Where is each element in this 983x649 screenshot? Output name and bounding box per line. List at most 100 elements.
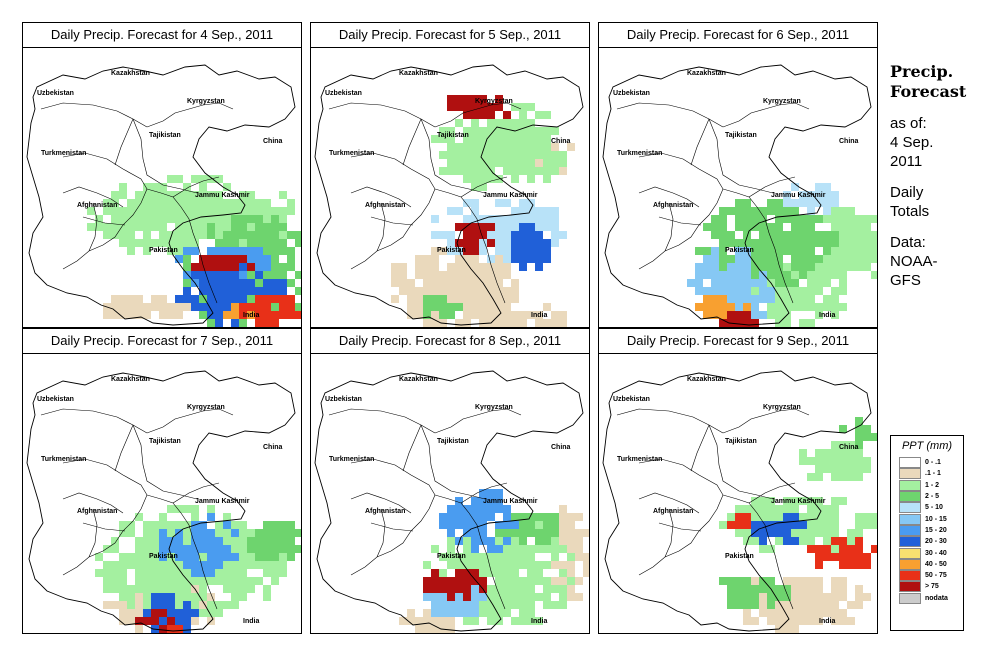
precip-cell bbox=[215, 239, 223, 247]
label-uzbekistan: Uzbekistan bbox=[325, 90, 362, 97]
province-border bbox=[664, 202, 674, 252]
precip-cell bbox=[279, 529, 287, 537]
precip-cell bbox=[775, 215, 783, 223]
precip-cell bbox=[463, 175, 471, 183]
precip-cell bbox=[775, 207, 783, 215]
province-border bbox=[192, 538, 218, 610]
precip-cell bbox=[495, 103, 503, 111]
precip-cell bbox=[231, 263, 239, 271]
province-border bbox=[638, 186, 700, 208]
legend-label: 20 - 30 bbox=[925, 538, 947, 546]
precip-cell bbox=[135, 553, 143, 561]
precip-cell bbox=[447, 609, 455, 617]
precip-cell bbox=[439, 609, 447, 617]
precip-cell bbox=[199, 609, 207, 617]
province-border bbox=[172, 176, 220, 198]
precip-cell bbox=[807, 593, 815, 601]
precip-cell bbox=[583, 553, 589, 561]
precip-cell bbox=[447, 239, 455, 247]
data-line2: NOAA- bbox=[890, 253, 938, 270]
precip-cell bbox=[823, 255, 831, 263]
precip-cell bbox=[167, 191, 175, 199]
precip-cell bbox=[143, 521, 151, 529]
precip-cell bbox=[807, 497, 815, 505]
label-kyrgyzstan: Kyrgyzstan bbox=[187, 98, 225, 105]
precip-cell bbox=[471, 593, 479, 601]
precip-cell bbox=[735, 215, 743, 223]
precip-cell bbox=[135, 239, 143, 247]
precip-cell bbox=[471, 255, 479, 263]
precip-cell bbox=[799, 295, 807, 303]
precip-cell bbox=[263, 561, 271, 569]
province-border bbox=[350, 152, 436, 190]
precip-cell bbox=[495, 215, 503, 223]
precip-cell bbox=[751, 521, 759, 529]
precip-cell bbox=[711, 231, 719, 239]
precip-cell bbox=[159, 223, 167, 231]
precip-cell bbox=[727, 239, 735, 247]
precip-cell bbox=[479, 159, 487, 167]
precip-cell bbox=[135, 303, 143, 311]
precip-cell bbox=[807, 279, 815, 287]
precip-cell bbox=[479, 183, 487, 191]
precip-cell bbox=[119, 609, 127, 617]
precip-cell bbox=[759, 609, 767, 617]
legend-item: 10 - 15 bbox=[899, 513, 963, 525]
precip-cell bbox=[455, 239, 463, 247]
precip-cell bbox=[167, 311, 175, 319]
precip-cell bbox=[255, 537, 263, 545]
precip-cell bbox=[471, 577, 479, 585]
precip-cell bbox=[695, 279, 703, 287]
province-border bbox=[480, 232, 506, 304]
legend-item: 15 - 20 bbox=[899, 524, 963, 536]
precip-cell bbox=[503, 263, 511, 271]
precip-cell bbox=[455, 585, 463, 593]
precip-cell bbox=[175, 311, 183, 319]
precip-cell bbox=[223, 279, 231, 287]
province-border bbox=[146, 188, 194, 234]
precip-cell bbox=[479, 111, 487, 119]
precip-cell bbox=[735, 593, 743, 601]
precip-cell bbox=[743, 287, 751, 295]
precip-cell bbox=[855, 231, 863, 239]
precip-cell bbox=[207, 545, 215, 553]
precip-cell bbox=[175, 247, 183, 255]
precip-cell bbox=[847, 465, 855, 473]
precip-cell bbox=[423, 561, 431, 569]
precip-cell bbox=[511, 143, 519, 151]
precip-cell bbox=[775, 263, 783, 271]
precip-cell bbox=[471, 585, 479, 593]
precip-cell bbox=[751, 593, 759, 601]
precip-cell bbox=[159, 625, 167, 633]
precip-cell bbox=[239, 561, 247, 569]
province-border bbox=[172, 482, 220, 504]
precip-cell bbox=[167, 537, 175, 545]
panel-title: Daily Precip. Forecast for 8 Sep., 2011 bbox=[311, 329, 589, 354]
precip-cell bbox=[495, 247, 503, 255]
precip-cell bbox=[119, 561, 127, 569]
province-border bbox=[638, 494, 724, 576]
precip-cell bbox=[855, 433, 863, 441]
precip-cell bbox=[527, 135, 535, 143]
precip-cell bbox=[551, 553, 559, 561]
label-tajikistan: Tajikistan bbox=[437, 132, 469, 139]
legend-swatch bbox=[899, 524, 921, 536]
precip-cell bbox=[855, 457, 863, 465]
precip-cell bbox=[479, 175, 487, 183]
precip-cell bbox=[159, 183, 167, 191]
precip-cell bbox=[495, 545, 503, 553]
precip-cell bbox=[271, 521, 279, 529]
precip-cell bbox=[239, 303, 247, 311]
precip-cell bbox=[511, 545, 519, 553]
precip-cell bbox=[823, 191, 831, 199]
precip-cell bbox=[191, 199, 199, 207]
precip-cell bbox=[119, 239, 127, 247]
precip-cell bbox=[199, 553, 207, 561]
precip-cell bbox=[519, 255, 527, 263]
legend-item: 1 - 2 bbox=[899, 479, 963, 491]
province-border bbox=[350, 458, 436, 496]
precip-cell bbox=[215, 529, 223, 537]
precip-cell bbox=[511, 135, 519, 143]
precip-cell bbox=[487, 263, 495, 271]
label-pakistan: Pakistan bbox=[437, 553, 466, 560]
